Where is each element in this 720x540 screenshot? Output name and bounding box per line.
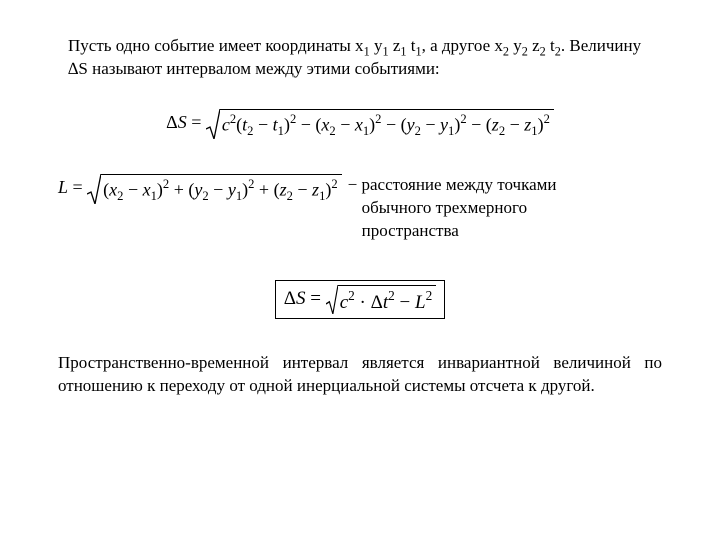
radicand: c2 · Δt2 − L2 (338, 285, 437, 314)
equation-distance: L = (x2 − x1)2 + (y2 − y1)2 + (z2 − z1)2 (58, 174, 342, 204)
equation-interval: ΔS = c2(t2 − t1)2 − (x2 − x1)2 − (y2 − y… (58, 109, 662, 139)
t: y (370, 36, 383, 55)
distance-description: − расстояние между точками обычного трех… (348, 174, 557, 243)
x: x (355, 114, 363, 134)
sub: 2 (247, 124, 253, 138)
sup: 2 (331, 177, 337, 191)
conclusion-paragraph: Пространственно-временной интервал являе… (58, 352, 662, 398)
sub: 1 (531, 124, 537, 138)
sup: 2 (163, 177, 169, 191)
t: z (528, 36, 540, 55)
delta: Δ (284, 288, 296, 309)
equation-final-box: ΔS = c2 · Δt2 − L2 (275, 280, 445, 319)
x: x (143, 179, 151, 199)
distance-row: L = (x2 − x1)2 + (y2 − y1)2 + (z2 − z1)2… (58, 174, 662, 243)
eq: = (187, 112, 206, 132)
L: L (415, 292, 426, 313)
y: y (228, 179, 236, 199)
sub: 1 (319, 189, 325, 203)
radical-icon (206, 109, 220, 139)
t: y (509, 36, 522, 55)
sqrt: c2(t2 − t1)2 − (x2 − x1)2 − (y2 − y1)2 −… (206, 109, 554, 139)
delta: Δ (166, 112, 178, 132)
sub: 2 (117, 189, 123, 203)
sub: 2 (415, 124, 421, 138)
c: c (340, 292, 348, 313)
sub: 1 (151, 189, 157, 203)
radicand: (x2 − x1)2 + (y2 − y1)2 + (z2 − z1)2 (101, 174, 341, 204)
sup: 2 (375, 112, 381, 126)
dot: · (355, 292, 371, 313)
page: Пусть одно событие имеет координаты x 1 y… (0, 0, 720, 540)
y: y (407, 114, 415, 134)
sqrt: (x2 − x1)2 + (y2 − y1)2 + (z2 − z1)2 (87, 174, 341, 204)
y: y (440, 114, 448, 134)
sub: 1 (448, 124, 454, 138)
sup: 2 (248, 177, 254, 191)
c: c (222, 114, 230, 134)
sup: 2 (290, 112, 296, 126)
radicand: c2(t2 − t1)2 − (x2 − x1)2 − (y2 − y1)2 −… (220, 109, 554, 139)
sub: 1 (363, 124, 369, 138)
sup: 2 (348, 288, 355, 303)
intro-paragraph: Пусть одно событие имеет координаты x1 y… (68, 35, 662, 81)
sub: 2 (287, 189, 293, 203)
sub: 1 (278, 124, 284, 138)
sub: 1 (236, 189, 242, 203)
sup: 2 (544, 112, 550, 126)
equation-final: ΔS = c2 · Δt2 − L2 (284, 288, 436, 309)
L: L (58, 177, 68, 197)
delta: Δ (371, 292, 383, 313)
radical-icon (326, 285, 338, 314)
sub: 2 (499, 124, 505, 138)
z: z (280, 179, 287, 199)
t: z (389, 36, 401, 55)
z: z (312, 179, 319, 199)
sup: 2 (426, 288, 433, 303)
desc-line: пространства (348, 220, 557, 243)
sup: 2 (460, 112, 466, 126)
equation-final-wrap: ΔS = c2 · Δt2 − L2 (58, 280, 662, 319)
z: z (492, 114, 499, 134)
radical-icon (87, 174, 101, 204)
desc-line: − расстояние между точками (348, 174, 557, 197)
eq: = (68, 177, 87, 197)
sub: 2 (329, 124, 335, 138)
sup: 2 (230, 112, 236, 126)
S: S (178, 112, 187, 132)
t: t (546, 36, 555, 55)
t: Пусть одно событие имеет координаты x (68, 36, 364, 55)
sub: 2 (202, 189, 208, 203)
t: , а другое x (422, 36, 503, 55)
minus: − (395, 292, 415, 313)
sqrt: c2 · Δt2 − L2 (326, 285, 437, 314)
x: x (109, 179, 117, 199)
sup: 2 (388, 288, 395, 303)
eq: = (305, 288, 325, 309)
desc-line: обычного трехмерного (348, 197, 557, 220)
